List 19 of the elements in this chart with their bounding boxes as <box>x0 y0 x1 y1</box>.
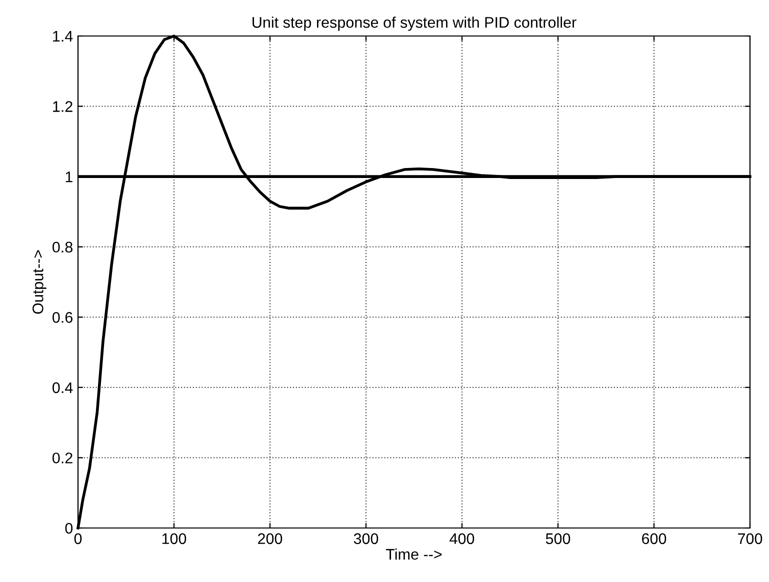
y-tick-label: 1 <box>66 172 72 182</box>
y-tick-label: 0 <box>65 522 73 534</box>
y-tick-label: 0.8 <box>52 242 72 253</box>
y-tick-label: 0.6 <box>52 312 72 323</box>
x-axis-title: Time --> <box>386 548 442 560</box>
x-tick-label: 300 <box>354 533 378 544</box>
y-tick-label: 0.4 <box>52 382 73 394</box>
x-tick-label: 500 <box>546 533 570 544</box>
x-tick-label: 100 <box>162 533 186 544</box>
y-axis-title: Output--> <box>32 250 46 314</box>
x-tick-label: 0 <box>74 533 82 544</box>
x-tick-label: 700 <box>738 533 762 544</box>
y-tick-label: 1.4 <box>53 31 73 42</box>
x-tick-label: 400 <box>450 533 474 544</box>
chart-title: Unit step response of system with PID controller <box>252 16 576 31</box>
y-tick-label: 1.2 <box>53 101 72 112</box>
x-tick-label: 600 <box>642 533 666 544</box>
y-tick-label: 0.2 <box>52 452 72 464</box>
x-tick-label: 200 <box>258 533 282 544</box>
